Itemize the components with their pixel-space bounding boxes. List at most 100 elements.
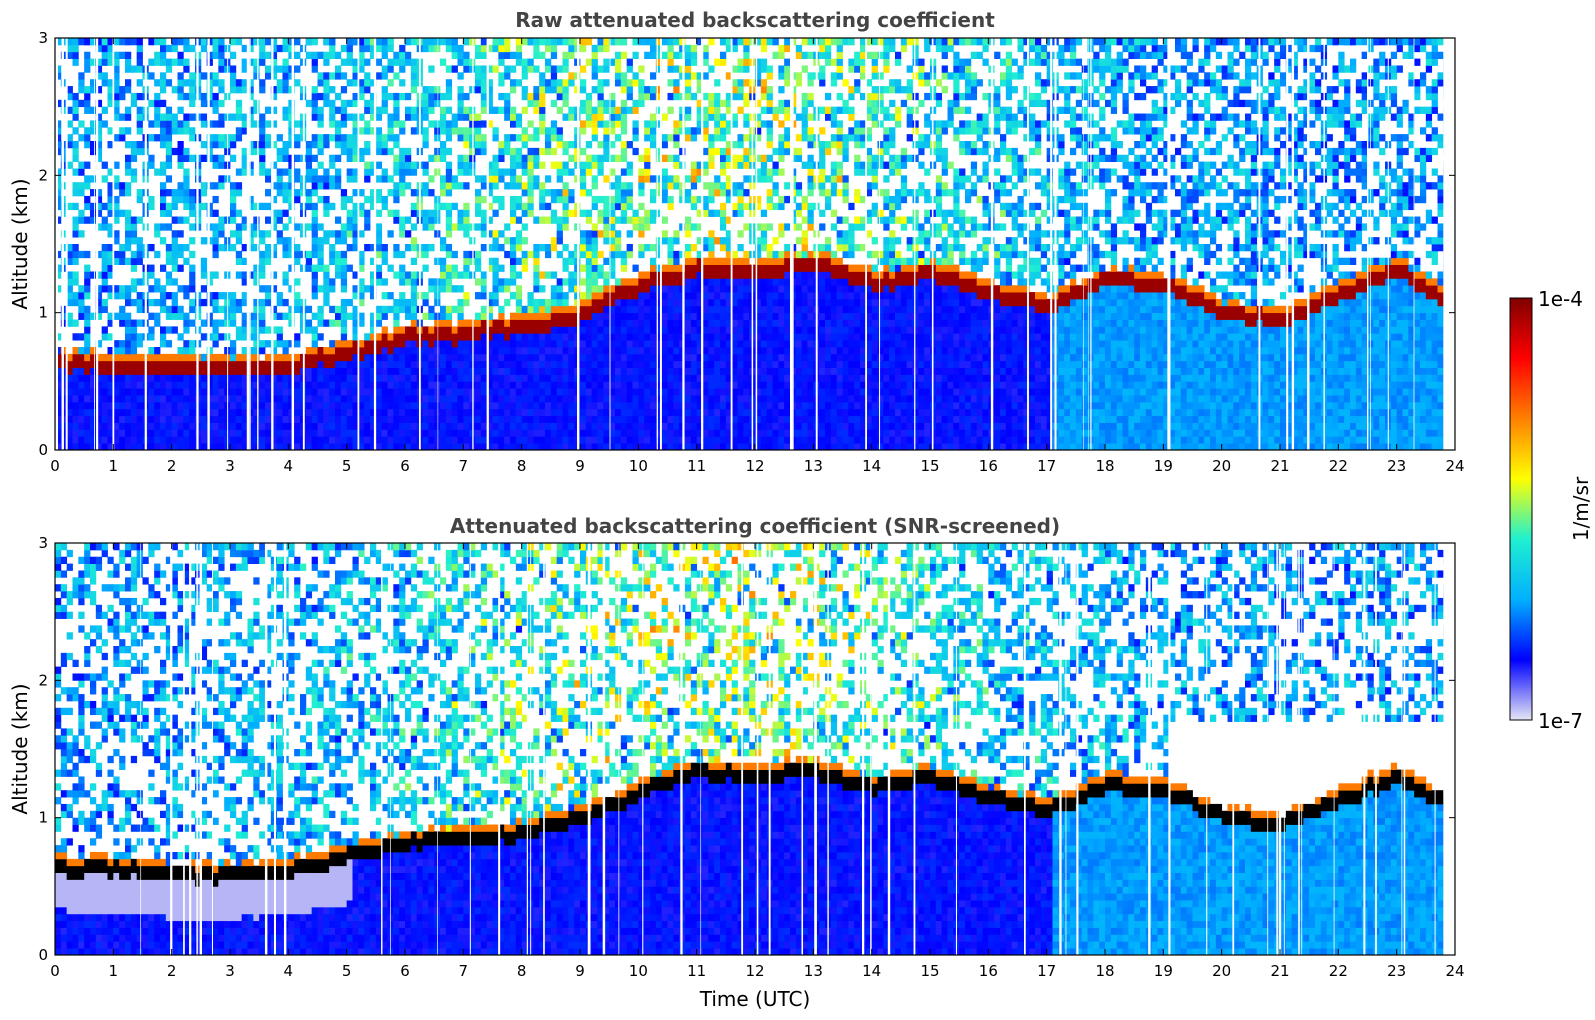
heatmap-cell bbox=[597, 113, 604, 121]
heatmap-cell bbox=[72, 395, 79, 403]
heatmap-cell bbox=[463, 223, 470, 231]
heatmap-cell bbox=[311, 189, 318, 197]
heatmap-cell bbox=[352, 175, 359, 183]
heatmap-cell bbox=[510, 388, 517, 396]
heatmap-cell bbox=[510, 264, 517, 272]
heatmap-cell bbox=[591, 319, 598, 327]
heatmap-cell bbox=[620, 113, 628, 121]
heatmap-cell bbox=[352, 312, 359, 320]
heatmap-cell bbox=[317, 395, 324, 403]
heatmap-cell bbox=[480, 305, 488, 314]
heatmap-cell bbox=[154, 374, 161, 382]
heatmap-cell bbox=[667, 175, 674, 183]
heatmap-cell bbox=[661, 134, 668, 142]
heatmap-cell bbox=[119, 436, 126, 444]
heatmap-cell bbox=[650, 436, 657, 444]
heatmap-cell bbox=[720, 326, 727, 334]
heatmap-cell bbox=[294, 141, 301, 149]
heatmap-cell bbox=[66, 106, 73, 114]
heatmap-cell bbox=[743, 134, 750, 142]
heatmap-cell bbox=[282, 195, 289, 204]
heatmap-cell bbox=[714, 395, 721, 403]
heatmap-cell bbox=[679, 127, 686, 135]
heatmap-cell bbox=[603, 408, 610, 417]
heatmap-cell bbox=[469, 141, 476, 149]
heatmap-cell bbox=[305, 429, 313, 437]
heatmap-cell bbox=[270, 388, 278, 396]
heatmap-cell bbox=[603, 127, 610, 135]
heatmap-cell bbox=[609, 319, 616, 327]
heatmap-cell bbox=[650, 38, 657, 46]
heatmap-cell bbox=[253, 298, 260, 307]
heatmap-cell bbox=[288, 113, 295, 121]
heatmap-cell bbox=[480, 292, 488, 300]
heatmap-cell bbox=[585, 278, 593, 286]
heatmap-cell bbox=[370, 374, 377, 382]
heatmap-cell bbox=[620, 189, 628, 197]
heatmap-cell bbox=[731, 443, 738, 450]
heatmap-cell bbox=[521, 106, 528, 114]
heatmap-cell bbox=[410, 244, 418, 252]
heatmap-cell bbox=[562, 147, 569, 156]
heatmap-cell bbox=[294, 395, 301, 403]
heatmap-cell bbox=[650, 340, 657, 348]
heatmap-cell bbox=[364, 408, 371, 417]
heatmap-cell bbox=[737, 347, 744, 355]
heatmap-cell bbox=[673, 360, 680, 368]
heatmap-cell bbox=[171, 86, 178, 94]
heatmap-cell bbox=[679, 189, 686, 197]
heatmap-cell bbox=[714, 443, 721, 450]
heatmap-cell bbox=[475, 278, 482, 286]
heatmap-cell bbox=[323, 319, 330, 327]
heatmap-cell bbox=[475, 374, 482, 382]
heatmap-cell bbox=[154, 38, 161, 46]
heatmap-cell bbox=[556, 347, 563, 355]
heatmap-cell bbox=[282, 429, 289, 437]
heatmap-cell bbox=[177, 436, 184, 444]
heatmap-cell bbox=[521, 141, 528, 149]
heatmap-cell bbox=[731, 408, 738, 417]
heatmap-cell bbox=[340, 415, 348, 423]
heatmap-cell bbox=[78, 408, 85, 417]
heatmap-cell bbox=[428, 305, 435, 314]
heatmap-cell bbox=[673, 443, 680, 450]
heatmap-cell bbox=[387, 360, 394, 368]
heatmap-cell bbox=[504, 72, 511, 80]
heatmap-cell bbox=[480, 353, 488, 362]
heatmap-cell bbox=[696, 264, 703, 272]
heatmap-cell bbox=[323, 72, 330, 80]
heatmap-cell bbox=[673, 415, 680, 423]
heatmap-cell bbox=[235, 333, 243, 341]
heatmap-cell bbox=[463, 51, 470, 59]
heatmap-cell bbox=[305, 264, 313, 272]
heatmap-cell bbox=[305, 422, 313, 430]
heatmap-cell bbox=[410, 72, 418, 80]
heatmap-cell bbox=[463, 127, 470, 135]
heatmap-cell bbox=[562, 202, 569, 211]
heatmap-cell bbox=[603, 312, 610, 320]
heatmap-cell bbox=[510, 168, 517, 176]
heatmap-cell bbox=[690, 92, 698, 101]
heatmap-cell bbox=[498, 264, 505, 272]
heatmap-cell bbox=[230, 72, 237, 80]
heatmap-cell bbox=[702, 395, 709, 403]
heatmap-cell bbox=[200, 99, 208, 108]
heatmap-cell bbox=[731, 305, 738, 314]
heatmap-cell bbox=[498, 44, 505, 53]
heatmap-cell bbox=[568, 395, 575, 403]
heatmap-cell bbox=[55, 443, 62, 450]
heatmap-cell bbox=[305, 195, 313, 204]
heatmap-cell bbox=[200, 264, 208, 272]
heatmap-cell bbox=[475, 202, 482, 211]
heatmap-cell bbox=[329, 367, 336, 375]
heatmap-cell bbox=[288, 244, 295, 252]
heatmap-cell bbox=[597, 292, 604, 300]
heatmap-cell bbox=[241, 278, 248, 286]
heatmap-cell bbox=[253, 147, 260, 156]
heatmap-cell bbox=[183, 189, 190, 197]
heatmap-cell bbox=[679, 422, 686, 430]
heatmap-cell bbox=[690, 436, 698, 444]
heatmap-cell bbox=[393, 415, 400, 423]
heatmap-cell bbox=[72, 388, 79, 396]
heatmap-cell bbox=[661, 333, 668, 341]
